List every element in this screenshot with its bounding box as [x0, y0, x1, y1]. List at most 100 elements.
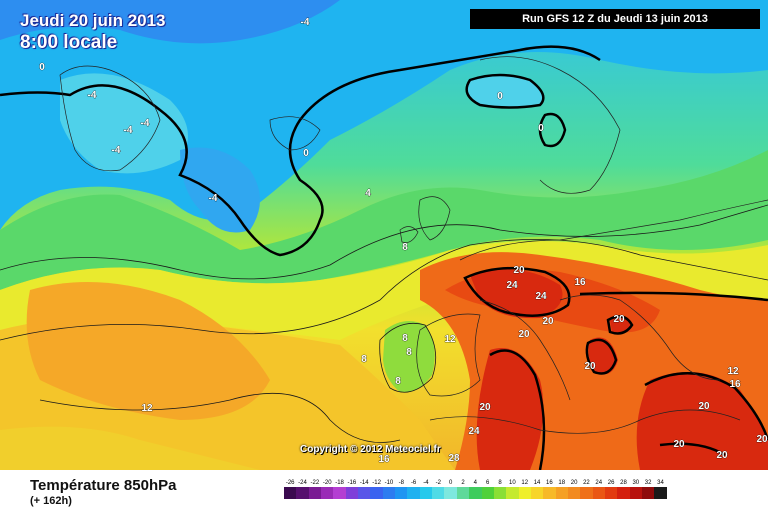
scale-labels: -26 -24 -22 -20 -18 -16 -14 -12 -10 -8 -6 -4 -2 0 2 4 6 8… — [284, 480, 667, 486]
contour-label: 20 — [673, 439, 685, 450]
scale-label: -18 — [335, 480, 344, 486]
contour-label: 8 — [406, 347, 412, 358]
scale-swatch — [444, 487, 457, 499]
scale-swatch — [321, 487, 334, 499]
subtropical-warm — [26, 282, 270, 420]
contour-label: 16 — [729, 379, 741, 390]
southwest-band — [0, 426, 260, 470]
scale-swatch — [419, 487, 433, 499]
scale-swatch — [518, 487, 531, 499]
isotherm-20-east — [644, 372, 768, 441]
greenland-cold — [60, 73, 188, 174]
scale-swatch — [296, 487, 309, 499]
scale-label: -2 — [435, 480, 441, 486]
contour-label: 12 — [141, 403, 153, 414]
scale-label: 28 — [620, 480, 627, 486]
scale-label: 34 — [657, 480, 664, 486]
scale-label: -24 — [298, 480, 307, 486]
contour-label: 16 — [574, 277, 586, 288]
scale-label: 24 — [595, 480, 603, 486]
coastlines — [59, 56, 768, 434]
scale-label: 18 — [558, 480, 566, 486]
isotherm-20-pocket-2 — [606, 315, 634, 335]
scale-swatch — [284, 487, 297, 499]
scale-swatch — [456, 487, 470, 499]
contour-label: 24 — [468, 426, 480, 437]
copyright-text: Copyright © 2012 Meteociel.fr — [300, 444, 441, 455]
cold-pocket — [180, 147, 260, 233]
contour-label: -4 — [112, 145, 121, 156]
scale-colors — [284, 487, 667, 499]
hot-spot-2 — [610, 316, 632, 333]
contour-label: 20 — [518, 329, 530, 340]
scale-swatch — [555, 487, 568, 499]
scale-swatch — [654, 487, 667, 499]
scale-label: -10 — [384, 480, 394, 486]
map-svg: -40-4-4-4-4000-4488888121216162024242020… — [0, 0, 768, 470]
scale-swatch — [358, 487, 371, 499]
contour-label: 20 — [584, 361, 596, 372]
scale-label: 20 — [570, 480, 578, 486]
scale-label: 6 — [486, 480, 490, 486]
isotherm-20-south — [489, 349, 546, 470]
contour-label: 4 — [365, 188, 371, 199]
scale-swatch — [407, 487, 420, 499]
scale-swatch — [617, 487, 630, 499]
scale-label: -22 — [310, 480, 320, 486]
scale-swatch — [333, 487, 346, 499]
contour-label: 12 — [444, 334, 456, 345]
scale-swatch — [629, 487, 642, 499]
contour-label: 12 — [727, 366, 739, 377]
scale-swatch — [530, 487, 544, 499]
scale-swatch — [432, 487, 445, 499]
scale-label: -8 — [398, 480, 404, 486]
scale-label: 26 — [607, 480, 615, 486]
contour-label: -4 — [141, 118, 150, 129]
contour-label: 0 — [39, 62, 45, 73]
contour-label: 20 — [716, 450, 728, 461]
hot-core-east — [636, 372, 768, 470]
contour-label: 24 — [535, 291, 547, 302]
contour-label: 20 — [698, 401, 710, 412]
contour-label: 0 — [303, 148, 309, 159]
isotherm-thin-iberia — [379, 322, 437, 393]
scale-swatch — [469, 487, 482, 499]
scale-label: 16 — [546, 480, 553, 486]
scale-label: -26 — [285, 480, 295, 486]
contour-label: 28 — [448, 453, 460, 464]
scale-swatch — [592, 487, 605, 499]
scale-label: 8 — [498, 480, 502, 486]
scale-label: -16 — [347, 480, 357, 486]
scale-swatch — [543, 487, 556, 499]
contour-label: -4 — [124, 125, 133, 136]
isotherm-20-pocket — [585, 338, 618, 375]
contour-label: 8 — [402, 333, 408, 344]
very-cold-region — [0, 0, 340, 44]
contour-label: 20 — [513, 265, 525, 276]
scale-swatch — [580, 487, 593, 499]
contour-label: 20 — [479, 402, 491, 413]
scale-label: 30 — [632, 480, 640, 486]
scale-swatch — [481, 487, 494, 499]
color-scale: -26 -24 -22 -20 -18 -16 -14 -12 -10 -8 -6 -4 -2 0 2 4 6 8… — [284, 480, 667, 499]
forecast-title: Jeudi 20 juin 2013 8:00 locale — [20, 12, 166, 52]
contour-labels: -40-4-4-4-4000-4488888121216162024242020… — [39, 17, 768, 466]
lead-time: (+ 162h) — [30, 495, 72, 507]
scale-label: 12 — [521, 480, 529, 486]
run-info-box: Run GFS 12 Z du Jeudi 13 juin 2013 — [470, 9, 760, 29]
scale-swatch — [604, 487, 618, 499]
scale-label: -20 — [322, 480, 332, 486]
scale-swatch — [308, 487, 322, 499]
isotherm-thin-2 — [0, 238, 768, 341]
contour-label: -4 — [301, 17, 310, 28]
forecast-date: Jeudi 20 juin 2013 — [20, 11, 166, 30]
scale-label: 2 — [461, 480, 465, 486]
contour-label: -4 — [88, 90, 97, 101]
contour-label: 8 — [361, 354, 367, 365]
scale-label: 4 — [473, 480, 477, 486]
contour-label: 8 — [395, 376, 401, 387]
contour-label: 20 — [613, 314, 625, 325]
iberia-cooler — [383, 321, 435, 393]
scale-swatch — [493, 487, 507, 499]
